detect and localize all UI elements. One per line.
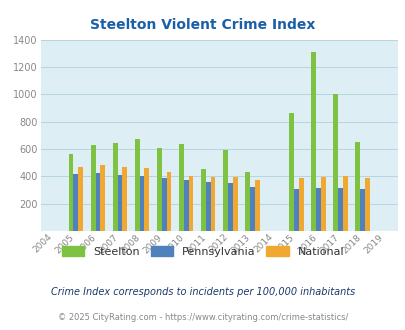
Bar [333,94,337,231]
Bar [222,150,227,231]
Bar [315,188,320,231]
Bar [68,154,73,231]
Bar [156,148,161,231]
Bar [288,114,293,231]
Text: © 2025 CityRating.com - https://www.cityrating.com/crime-statistics/: © 2025 CityRating.com - https://www.city… [58,313,347,322]
Bar [183,180,188,231]
Bar [161,178,166,231]
Bar [311,52,315,231]
Bar [359,189,364,231]
Bar [179,144,183,231]
Bar [100,165,105,231]
Bar [113,143,117,231]
Bar [139,176,144,231]
Bar [364,178,369,231]
Bar [95,173,100,231]
Bar [78,167,83,231]
Bar [134,139,139,231]
Bar [254,180,259,231]
Bar [117,175,122,231]
Bar [205,182,210,231]
Text: Crime Index corresponds to incidents per 100,000 inhabitants: Crime Index corresponds to incidents per… [51,287,354,297]
Text: Steelton Violent Crime Index: Steelton Violent Crime Index [90,18,315,32]
Bar [337,188,342,231]
Bar [227,183,232,231]
Bar [298,178,303,231]
Bar [188,176,193,231]
Bar [320,177,325,231]
Bar [245,172,249,231]
Bar [342,176,347,231]
Bar [90,145,95,231]
Bar [210,177,215,231]
Bar [122,167,127,231]
Bar [354,142,359,231]
Legend: Steelton, Pennsylvania, National: Steelton, Pennsylvania, National [58,243,347,260]
Bar [144,168,149,231]
Bar [73,174,78,231]
Bar [293,189,298,231]
Bar [200,170,205,231]
Bar [166,172,171,231]
Bar [232,177,237,231]
Bar [249,186,254,231]
